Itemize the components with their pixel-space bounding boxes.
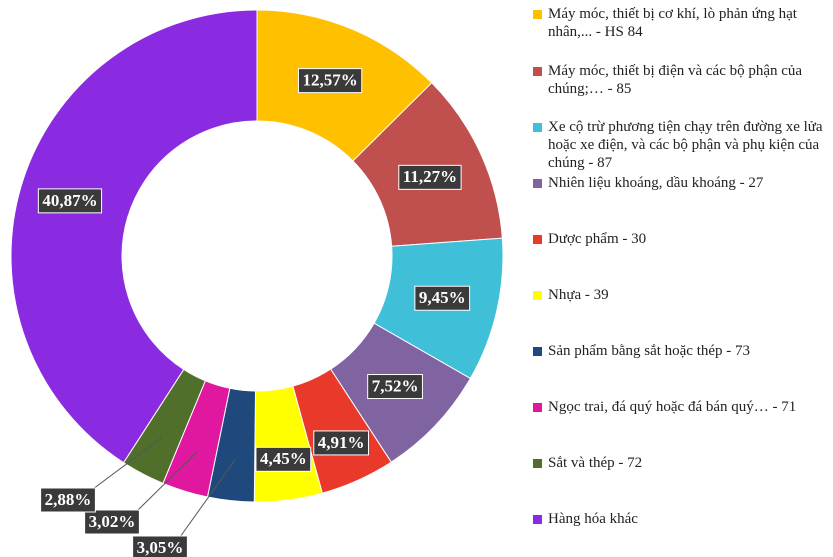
legend-item: Nhựa - 39 bbox=[533, 286, 831, 304]
data-label-box bbox=[414, 285, 471, 311]
legend-swatch bbox=[533, 67, 542, 76]
donut-slice bbox=[10, 9, 258, 464]
legend-swatch bbox=[533, 179, 542, 188]
legend-label: Nhiên liệu khoáng, dầu khoáng - 27 bbox=[548, 175, 764, 191]
data-label-text: 40,87% bbox=[42, 191, 97, 210]
data-label: 12,57% bbox=[297, 68, 363, 94]
data-label: 4,45% bbox=[255, 446, 312, 472]
data-label-box bbox=[398, 164, 462, 190]
legend-swatch bbox=[533, 347, 542, 356]
data-label: 11,27% bbox=[398, 164, 462, 190]
data-label: 40,87% bbox=[37, 188, 103, 214]
legend-item: Xe cộ trừ phương tiện chạy trên đường xe… bbox=[533, 118, 831, 172]
legend-swatch bbox=[533, 403, 542, 412]
legend-swatch bbox=[533, 515, 542, 524]
data-label-box bbox=[297, 68, 363, 94]
legend-label: Ngọc trai, đá quý hoặc đá bán quý… - 71 bbox=[548, 399, 797, 415]
legend-item: Ngọc trai, đá quý hoặc đá bán quý… - 71 bbox=[533, 398, 831, 416]
data-label: 3,02% bbox=[84, 509, 140, 535]
data-label-text: 4,45% bbox=[260, 449, 307, 468]
data-label-box bbox=[40, 487, 96, 513]
leader-line bbox=[179, 459, 236, 538]
legend-label: Dược phẩm - 30 bbox=[548, 231, 647, 247]
legend-label: Nhựa - 39 bbox=[548, 287, 609, 303]
legend-label: Sắt và thép - 72 bbox=[548, 455, 643, 471]
data-label-box bbox=[84, 509, 140, 535]
data-label-text: 3,05% bbox=[137, 538, 184, 557]
data-label: 9,45% bbox=[414, 285, 471, 311]
leader-line bbox=[92, 437, 163, 490]
data-label-text: 4,91% bbox=[318, 433, 365, 452]
legend-item: Hàng hóa khác bbox=[533, 510, 831, 528]
chart: 12,57% 11,27% 9,45% 7,52% 4,91% 4,45% 3,05%3,0… bbox=[10, 9, 504, 557]
legend-label: Xe cộ trừ phương tiện chạy trên đường xe… bbox=[548, 119, 823, 171]
data-label-text: 2,88% bbox=[45, 490, 92, 509]
legend-swatch bbox=[533, 235, 542, 244]
data-label-box bbox=[367, 374, 423, 400]
data-label-text: 11,27% bbox=[403, 167, 457, 186]
legend-swatch bbox=[533, 291, 542, 300]
data-label-box bbox=[37, 188, 103, 214]
data-label-text: 9,45% bbox=[419, 288, 466, 307]
legend-item: Máy móc, thiết bị điện và các bộ phận củ… bbox=[533, 62, 831, 98]
legend-item: Dược phẩm - 30 bbox=[533, 230, 831, 248]
legend-item: Nhiên liệu khoáng, dầu khoáng - 27 bbox=[533, 174, 831, 192]
data-label: 4,91% bbox=[313, 430, 370, 456]
leader-line bbox=[136, 451, 198, 512]
legend-label: Sản phẩm bằng sắt hoặc thép - 73 bbox=[548, 343, 751, 359]
data-label-box bbox=[255, 446, 312, 472]
data-label: 2,88% bbox=[40, 487, 96, 513]
data-label-box bbox=[313, 430, 370, 456]
legend-item: Sắt và thép - 72 bbox=[533, 454, 831, 472]
legend-item: Sản phẩm bằng sắt hoặc thép - 73 bbox=[533, 342, 831, 360]
legend-label: Máy móc, thiết bị điện và các bộ phận củ… bbox=[548, 63, 803, 97]
data-label: 7,52% bbox=[367, 374, 423, 400]
legend-label: Hàng hóa khác bbox=[548, 511, 638, 527]
data-label-text: 12,57% bbox=[302, 71, 357, 90]
data-label-text: 3,02% bbox=[89, 512, 136, 531]
legend-label: Máy móc, thiết bị cơ khí, lò phản ứng hạ… bbox=[548, 6, 797, 40]
data-label: 3,05% bbox=[132, 535, 188, 557]
legend-swatch bbox=[533, 10, 542, 19]
data-label-text: 7,52% bbox=[372, 376, 419, 395]
legend-swatch bbox=[533, 459, 542, 468]
legend-item: Máy móc, thiết bị cơ khí, lò phản ứng hạ… bbox=[533, 5, 831, 41]
data-label-box bbox=[132, 535, 188, 557]
legend-swatch bbox=[533, 123, 542, 132]
